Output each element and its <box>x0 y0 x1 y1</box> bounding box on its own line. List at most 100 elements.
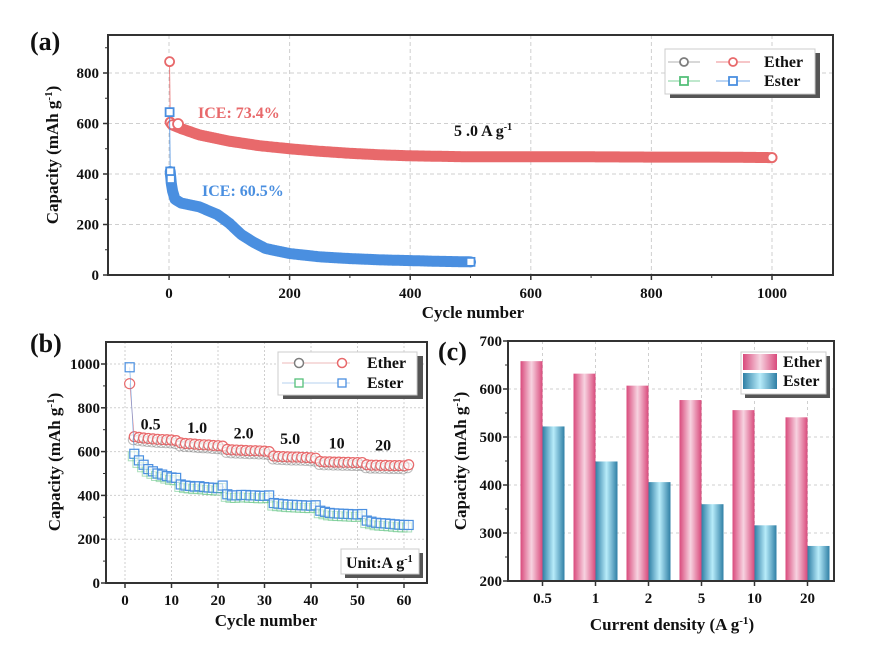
ether-point <box>172 118 184 130</box>
ester-bar <box>542 426 565 581</box>
legend-ester-label: Ester <box>783 373 819 390</box>
y-tick-label: 500 <box>480 430 503 446</box>
rate-label: 10 <box>329 435 345 452</box>
ester-bar <box>648 482 671 581</box>
x-tick-label: 2 <box>645 591 653 607</box>
panel-a-legend: Ether Ester <box>664 48 820 98</box>
ether-series-band <box>164 116 778 164</box>
panel-b-ylabel: Capacity (mAh g-1) <box>45 393 64 532</box>
x-tick-label: 400 <box>399 286 422 302</box>
ester-bar <box>807 545 830 581</box>
ester-point <box>465 256 476 267</box>
ether-bar <box>626 385 649 581</box>
legend-green-square-icon <box>679 76 689 86</box>
panel-a: 0 200 400 600 800 1000 0 200 400 600 800 (a) Cycle… <box>30 27 834 322</box>
legend-box <box>664 48 816 95</box>
ester-point <box>164 107 175 118</box>
unit-box-text: Unit:A g-1 <box>346 554 413 572</box>
panel-b-rate-labels: 0.5 1.0 2.0 5.0 10 20 <box>141 417 392 455</box>
legend-ether-label: Ether <box>783 354 822 371</box>
rate-annotation-a: 5 .0 A g-1 <box>454 122 512 140</box>
panel-c-ticks: 200 300 400 500 600 700 0.5 1 2 5 10 20 <box>480 334 816 607</box>
panel-a-label: (a) <box>30 27 60 56</box>
panel-b-series <box>124 362 415 533</box>
rate-label: 2.0 <box>234 425 254 442</box>
x-tick-label: 30 <box>257 593 272 609</box>
x-tick-label: 10 <box>164 593 179 609</box>
x-tick-label: 20 <box>211 593 226 609</box>
rate-label: 1.0 <box>187 420 207 437</box>
ester-point <box>124 362 135 373</box>
panel-a-ylabel: Capacity (mAh g-1) <box>43 86 62 225</box>
legend-ester-square-icon <box>337 378 347 388</box>
ether-bar <box>732 410 755 581</box>
panel-c-label: (c) <box>438 337 467 366</box>
x-tick-label: 1000 <box>757 286 787 302</box>
y-tick-label: 300 <box>480 526 503 542</box>
x-tick-label: 40 <box>304 593 319 609</box>
y-tick-label: 400 <box>77 167 100 183</box>
y-tick-label: 700 <box>480 334 503 350</box>
series-connector <box>169 112 171 172</box>
legend-ether-label: Ether <box>367 355 406 372</box>
legend-ester-swatch <box>743 373 777 389</box>
x-tick-label: 0.5 <box>533 591 552 607</box>
y-tick-label: 0 <box>93 576 101 592</box>
legend-ether-circle-icon <box>728 57 738 67</box>
panel-b-xlabel: Cycle number <box>215 611 318 630</box>
ester-bar <box>754 525 777 581</box>
panel-c: 200 300 400 500 600 700 0.5 1 2 5 10 20 (c) Current… <box>438 334 835 634</box>
legend-green-square-icon <box>294 378 304 388</box>
ether-point <box>766 152 778 163</box>
x-tick-label: 600 <box>520 286 543 302</box>
ester-point <box>403 519 414 531</box>
x-tick-label: 800 <box>640 286 663 302</box>
ice-ester-annotation: ICE: 60.5% <box>202 183 284 200</box>
ester-bar <box>595 461 618 581</box>
legend-ether-circle-icon <box>336 357 348 369</box>
y-tick-label: 600 <box>78 445 101 461</box>
y-tick-label: 600 <box>480 382 503 398</box>
x-tick-label: 0 <box>165 286 173 302</box>
panel-c-xlabel: Current density (A g-1) <box>590 615 754 634</box>
y-tick-label: 200 <box>78 532 101 548</box>
x-tick-label: 5 <box>698 591 706 607</box>
y-tick-label: 1000 <box>70 357 100 373</box>
ether-point <box>164 56 176 68</box>
x-tick-label: 200 <box>278 286 301 302</box>
y-tick-label: 200 <box>77 218 100 234</box>
ester-point <box>217 480 228 491</box>
x-tick-label: 1 <box>592 591 600 607</box>
y-tick-label: 600 <box>77 117 100 133</box>
x-tick-label: 50 <box>350 593 365 609</box>
legend-ester-label: Ester <box>367 375 403 392</box>
y-tick-label: 400 <box>78 488 101 504</box>
y-tick-label: 400 <box>480 478 503 494</box>
ether-bar <box>573 373 596 581</box>
ester-bar <box>701 504 724 581</box>
panel-b-legend: Ether Ester <box>277 351 423 399</box>
ester-point <box>165 174 176 184</box>
ether-point <box>124 378 136 390</box>
panel-c-legend: Ether Ester <box>740 351 830 398</box>
panel-c-ylabel: Capacity (mAh g-1) <box>451 392 470 531</box>
legend-ether-swatch <box>743 354 777 370</box>
legend-gray-circle-icon <box>293 357 305 369</box>
x-tick-label: 10 <box>747 591 762 607</box>
panel-a-ticks: 0 200 400 600 800 1000 0 200 400 600 800 <box>77 47 787 302</box>
ether-bar <box>520 361 543 581</box>
legend-gray-circle-icon <box>679 57 689 67</box>
rate-label: 5.0 <box>280 431 300 448</box>
panel-a-series <box>164 56 778 268</box>
ether-bar <box>785 417 808 581</box>
y-tick-label: 800 <box>78 401 101 417</box>
ester-series-band <box>164 166 476 268</box>
legend-ester-square-icon <box>728 76 738 86</box>
y-tick-label: 0 <box>92 268 100 284</box>
rate-label: 0.5 <box>141 417 161 434</box>
x-tick-label: 0 <box>121 593 129 609</box>
rate-label: 20 <box>375 438 391 455</box>
